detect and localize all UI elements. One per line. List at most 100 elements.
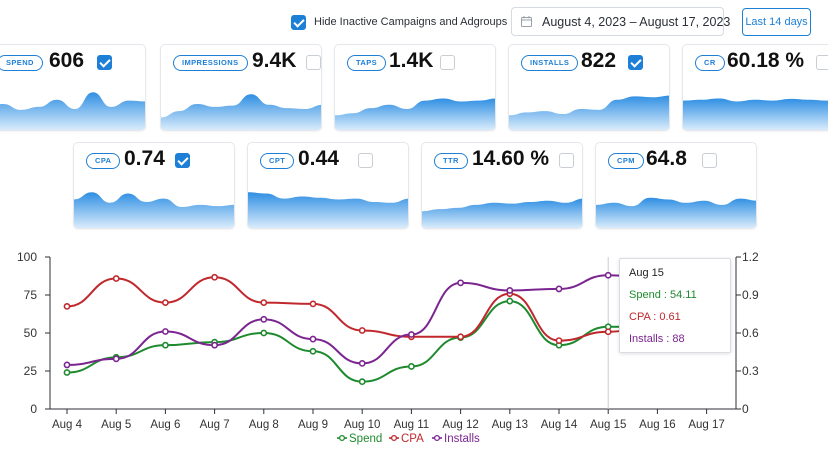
legend-marker-spend xyxy=(338,434,346,442)
series-point-spend xyxy=(161,341,169,349)
sparkline-area xyxy=(161,94,321,130)
series-point-cpa xyxy=(309,300,317,308)
metric-checkbox-cr[interactable] xyxy=(816,55,828,70)
date-range-text: August 4, 2023 – August 17, 2023 xyxy=(542,15,731,29)
series-point-cpa xyxy=(63,303,71,310)
metric-checkbox-cpt[interactable] xyxy=(358,153,373,168)
metric-card-cpa[interactable]: CPA 0.74 xyxy=(73,142,235,229)
series-point-spend xyxy=(407,363,415,370)
metric-label-impressions: IMPRESSIONS xyxy=(173,55,248,71)
series-point-spend xyxy=(63,369,71,376)
metric-value-impressions: 9.4K xyxy=(252,49,297,72)
legend-label-installs: Installs xyxy=(444,433,480,445)
last-14-days-button[interactable]: Last 14 days xyxy=(742,8,811,36)
metric-label-taps: TAPS xyxy=(347,55,387,71)
calendar-icon xyxy=(521,16,532,27)
x-tick-label: Aug 16 xyxy=(639,419,675,431)
x-tick-label: Aug 5 xyxy=(101,419,131,431)
metric-card-impressions[interactable]: IMPRESSIONS 9.4K xyxy=(160,44,322,131)
metric-label-spend: SPEND xyxy=(0,55,43,71)
series-point-spend xyxy=(358,378,366,386)
series-point-cpa xyxy=(112,275,120,282)
x-tick-label: Aug 6 xyxy=(150,419,180,431)
metric-checkbox-spend[interactable] xyxy=(97,55,112,70)
series-point-cpa xyxy=(457,333,464,341)
metric-card-cr[interactable]: CR 60.18 % xyxy=(682,44,828,131)
metric-sparkline-installs xyxy=(509,95,669,130)
metric-checkbox-installs[interactable] xyxy=(628,55,643,70)
sparkline-area xyxy=(0,92,145,130)
series-point-installs xyxy=(604,271,612,279)
sparkline-area xyxy=(422,198,582,228)
metric-card-taps[interactable]: TAPS 1.4K xyxy=(334,44,496,131)
series-line-spend xyxy=(66,300,707,383)
sparkline-area xyxy=(248,192,408,228)
metric-value-taps: 1.4K xyxy=(389,49,434,72)
series-point-installs xyxy=(63,361,71,369)
metric-card-installs[interactable]: INSTALLS 822 xyxy=(508,44,670,131)
metric-label-cpt: CPT xyxy=(260,153,295,169)
x-tick-label: Aug 7 xyxy=(200,419,230,431)
x-tick-label: Aug 11 xyxy=(394,419,430,431)
x-tick-label: Aug 13 xyxy=(492,419,528,431)
metric-label-cpm: CPM xyxy=(608,153,644,169)
series-point-cpa xyxy=(161,299,169,306)
y-right-tick-label: 0.6 xyxy=(742,326,759,340)
y-left-tick-label: 25 xyxy=(24,364,38,378)
series-point-installs xyxy=(358,360,366,367)
metric-sparkline-impressions xyxy=(161,94,321,130)
metric-card-spend[interactable]: SPEND 606 xyxy=(0,44,146,131)
chart-tooltip: Aug 15 Spend : 54.11 CPA : 0.61 Installs… xyxy=(619,258,731,353)
metric-checkbox-cpa[interactable] xyxy=(175,153,190,168)
metric-checkbox-impressions[interactable] xyxy=(306,55,321,70)
x-tick-label: Aug 15 xyxy=(590,419,626,431)
series-line-installs xyxy=(66,274,707,366)
metric-label-cpa: CPA xyxy=(86,153,121,169)
series-point-installs xyxy=(211,341,218,349)
hide-inactive-checkbox[interactable] xyxy=(291,15,306,30)
y-right-tick-label: 1.2 xyxy=(742,250,759,264)
series-point-installs xyxy=(309,335,317,343)
series-point-installs xyxy=(555,285,563,293)
tooltip-date: Aug 15 xyxy=(629,267,664,279)
tooltip-spend: Spend : 54.11 xyxy=(629,289,697,301)
tooltip-installs: Installs : 88 xyxy=(629,333,685,345)
metric-card-cpt[interactable]: CPT 0.44 xyxy=(247,142,409,229)
metric-label-cr: CR xyxy=(695,55,725,71)
series-point-installs xyxy=(260,315,268,323)
series-point-cpa xyxy=(260,299,268,306)
x-tick-label: Aug 10 xyxy=(344,419,380,431)
metric-card-cpm[interactable]: CPM 64.8 xyxy=(595,142,757,229)
metric-card-ttr[interactable]: TTR 14.60 % xyxy=(421,142,583,229)
metric-sparkline-cpa xyxy=(74,192,234,228)
y-right-tick-label: 0 xyxy=(742,402,749,416)
legend-label-spend: Spend xyxy=(349,433,382,445)
metric-checkbox-ttr[interactable] xyxy=(559,153,574,168)
x-tick-label: Aug 4 xyxy=(52,419,83,431)
legend-marker-cpa xyxy=(390,434,398,442)
date-range-picker[interactable]: August 4, 2023 – August 17, 2023 xyxy=(511,7,730,36)
series-point-spend xyxy=(260,329,268,337)
series-point-installs xyxy=(457,279,464,287)
y-left-tick-label: 0 xyxy=(30,402,37,416)
performance-chart: 0 25 50 75 100 0 0.3 0.6 0.9 1.2 Aug 4 Aug 5 Aug 6 Au… xyxy=(0,244,828,465)
metric-value-cpt: 0.44 xyxy=(298,147,339,170)
metric-checkbox-taps[interactable] xyxy=(440,55,455,70)
metric-sparkline-cpm xyxy=(596,197,756,228)
sparkline-area xyxy=(335,98,495,130)
y-right-tick-label: 0.3 xyxy=(742,364,759,378)
metric-sparkline-spend xyxy=(0,92,145,130)
hide-inactive-label: Hide Inactive Campaigns and Adgroups xyxy=(314,16,508,28)
series-point-spend xyxy=(309,347,317,355)
metric-value-spend: 606 xyxy=(49,49,85,72)
sparkline-area xyxy=(74,192,234,228)
series-point-installs xyxy=(407,331,415,338)
tooltip-cpa: CPA : 0.61 xyxy=(629,311,681,323)
metric-checkbox-cpm[interactable] xyxy=(702,153,717,168)
series-point-cpa xyxy=(358,327,366,334)
y-left-tick-label: 75 xyxy=(24,288,38,302)
toolbar: Hide Inactive Campaigns and Adgroups Aug… xyxy=(0,0,828,44)
y-left-tick-label: 100 xyxy=(17,250,37,264)
x-tick-label: Aug 9 xyxy=(298,419,328,431)
metric-label-installs: INSTALLS xyxy=(521,55,579,71)
